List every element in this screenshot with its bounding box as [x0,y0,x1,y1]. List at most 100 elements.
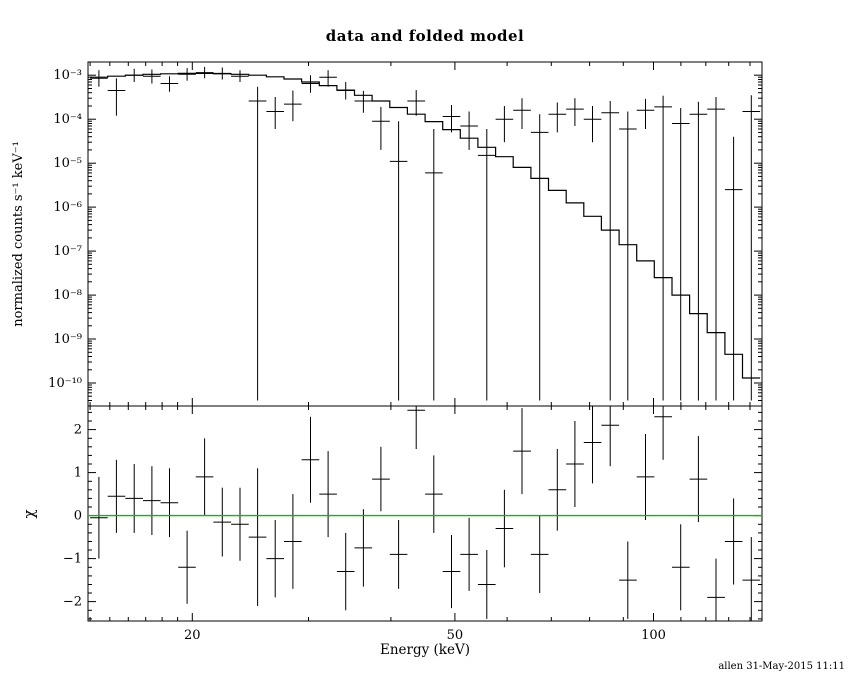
tick-label: 10⁻¹⁰ [48,376,82,391]
residual-point [442,535,461,609]
residual-point [619,541,637,619]
data-point [689,101,708,401]
residual-panel-border [87,405,763,622]
signature-timestamp: allen 31-May-2015 11:11 [718,661,845,672]
residual-point [195,438,214,516]
residual-point [160,468,179,538]
data-point [601,101,620,401]
tick-label: 50 [447,628,464,643]
residual-point [548,449,567,531]
residual-point [566,421,584,507]
data-point [284,90,302,122]
tick-label: 0 [74,509,82,524]
residual-point [636,434,655,520]
spectrum-data-points [90,66,761,401]
data-point [425,129,443,401]
data-point [301,75,320,93]
data-point [125,68,143,82]
residual-data-points [90,406,761,621]
residual-point [707,558,725,621]
residual-point [425,455,443,533]
residual-point [477,550,496,619]
residual-point [530,515,549,593]
data-point [654,95,672,401]
residual-point [407,406,426,449]
residual-point [495,489,514,568]
tick-label: −1 [63,552,82,567]
data-point [407,90,426,116]
data-point [389,121,408,401]
data-point [619,111,637,401]
data-point [248,86,267,401]
residual-point [724,498,743,585]
residual-point [107,459,126,533]
residual-point [178,530,196,604]
tick-label: 2 [74,423,82,438]
tick-label: 20 [184,628,201,643]
tick-label: 10⁻⁵ [53,156,82,171]
data-point [143,69,161,84]
tick-label: 10⁻³ [53,68,82,83]
residual-y-axis-label: χ [20,509,38,518]
tick-label: 10⁻⁶ [53,200,82,215]
tick-label: 10⁻⁴ [53,112,82,127]
residual-point [231,487,249,561]
data-point [336,82,355,100]
data-point [354,90,373,113]
data-point [90,70,108,87]
model-step-line [90,72,761,379]
residual-point [742,537,761,621]
data-point [583,106,602,143]
residual-point [460,517,478,591]
residual-point [601,406,620,467]
residual-point [689,436,708,523]
residual-point [213,487,232,557]
data-point [530,114,549,401]
data-point [477,129,496,401]
data-point [566,98,584,126]
data-point [442,105,461,133]
data-point [107,78,126,116]
tick-label: 10⁻⁷ [53,244,82,259]
data-point [513,98,531,129]
residual-point [248,468,267,606]
data-point [319,70,337,87]
data-point [548,102,567,133]
data-point [636,98,655,129]
residual-point [389,520,408,589]
data-point [672,108,690,401]
data-point [266,97,284,129]
residual-point [672,524,690,611]
residual-point [266,520,284,598]
data-point [372,106,390,150]
data-point [724,136,743,401]
data-point [195,66,214,79]
residual-point [513,408,531,495]
residual-point [583,406,602,484]
data-point [178,68,196,81]
tick-label: 1 [74,466,82,481]
data-point [742,95,761,401]
residual-point [90,476,108,559]
data-point [213,67,232,80]
residual-point [319,451,337,538]
residual-point [301,416,320,503]
residual-point [143,466,161,535]
tick-label: 10⁻⁹ [53,332,82,347]
residual-point [284,494,302,589]
axes [87,61,763,622]
residual-point [372,446,390,512]
data-point [160,76,179,92]
data-point [707,97,725,401]
residual-point [354,509,373,587]
data-point [460,111,478,150]
data-point [231,70,249,82]
tick-labels: 20 50 10010⁻³10⁻⁴10⁻⁵10⁻⁶10⁻⁷10⁻⁸10⁻⁹10⁻¹⁰… [48,68,666,643]
tick-label: 10⁻⁸ [53,288,82,303]
residual-point [654,406,672,460]
tick-label: 100 [641,628,666,643]
plot-title: data and folded model [326,27,524,45]
x-axis-label: Energy (keV) [380,642,470,658]
data-point [495,106,514,143]
